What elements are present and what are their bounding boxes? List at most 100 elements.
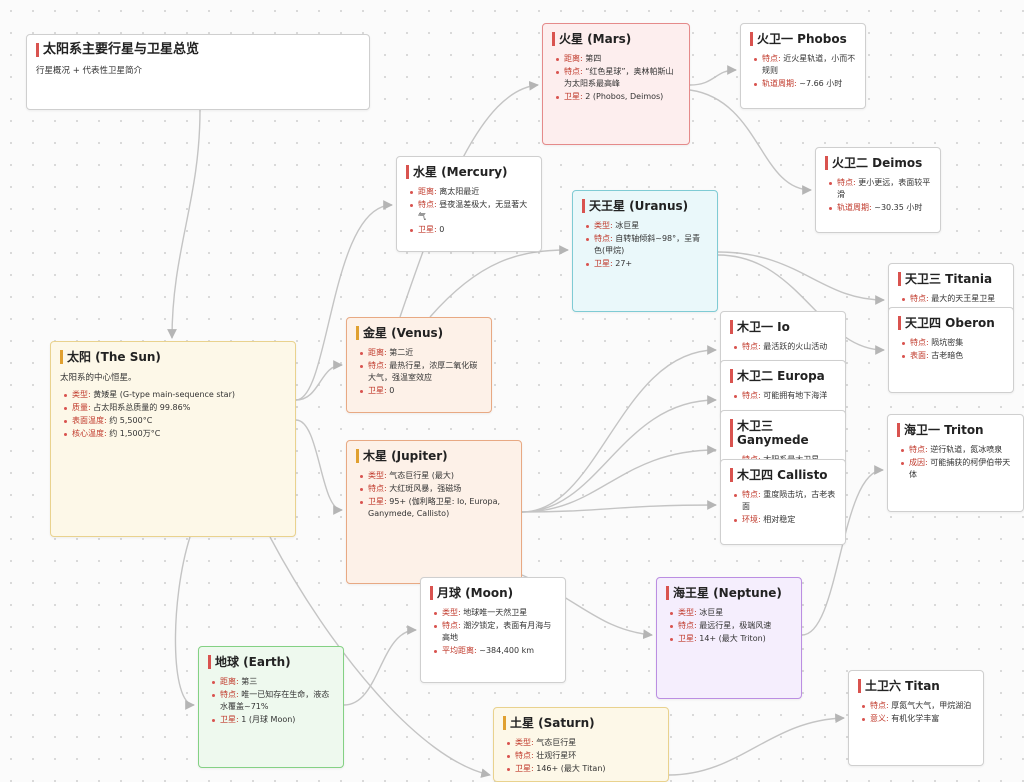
item-label: 特点: xyxy=(742,342,761,351)
item-label: 特点: xyxy=(594,234,613,243)
list-item: 特点: 近火星轨道，小而不规则 xyxy=(754,53,856,77)
item-label: 卫星: xyxy=(678,634,697,643)
item-text: 逆行轨道，氮冰喷泉 xyxy=(930,445,1003,454)
item-list: 类型: 地球唯一天然卫星 特点: 潮汐锁定，表面有月海与高地 平均距离: ~384,… xyxy=(430,607,556,657)
item-text: 冰巨星 xyxy=(615,221,640,230)
item-label: 特点: xyxy=(909,445,928,454)
item-label: 环境: xyxy=(742,515,761,524)
node-card: 火卫二 Deimos 特点: 更小更远，表面较平滑 轨道周期: ~30.35 小时 xyxy=(815,147,941,233)
node-card: 天卫四 Oberon 特点: 陨坑密集 表面: 古老暗色 xyxy=(888,307,1014,393)
item-label: 特点: xyxy=(220,690,239,699)
node-card: 地球 (Earth) 距离: 第三 特点: 唯一已知存在生命，液态水覆盖~71% 卫星… xyxy=(198,646,344,768)
item-list: 特点: 陨坑密集 表面: 古老暗色 xyxy=(898,337,1004,362)
list-item: 特点: 昼夜温差极大，无显著大气 xyxy=(410,199,532,223)
list-item: 特点: 壮观行星环 xyxy=(507,750,659,762)
item-label: 意义: xyxy=(870,714,889,723)
item-text: ~7.66 小时 xyxy=(799,79,843,88)
item-list: 特点: 逆行轨道，氮冰喷泉 成因: 可能捕获的柯伊伯带天体 xyxy=(897,444,1014,481)
item-text: 第二近 xyxy=(389,348,414,357)
item-label: 特点: xyxy=(837,178,856,187)
node-title: 海卫一 Triton xyxy=(897,423,1014,437)
node-title: 火卫一 Phobos xyxy=(750,32,856,46)
list-item: 特点: 自转轴倾斜~98°，呈青色(甲烷) xyxy=(586,233,708,257)
item-list: 类型: 冰巨星 特点: 自转轴倾斜~98°，呈青色(甲烷) 卫星: 27+ xyxy=(582,220,708,270)
item-list: 特点: 厚氮气大气，甲烷湖泊 意义: 有机化学丰富 xyxy=(858,700,974,725)
item-text: 约 1,500万°C xyxy=(109,429,161,438)
item-text: 0 xyxy=(389,386,395,395)
node-title: 水星 (Mercury) xyxy=(406,165,532,179)
node-card: 月球 (Moon) 类型: 地球唯一天然卫星 特点: 潮汐锁定，表面有月海与高地 平均… xyxy=(420,577,566,683)
node-title: 木卫四 Callisto xyxy=(730,468,836,482)
item-label: 卫星: xyxy=(220,715,239,724)
item-label: 类型: xyxy=(594,221,613,230)
item-label: 特点: xyxy=(910,338,929,347)
node-title: 天卫三 Titania xyxy=(898,272,1004,286)
item-label: 平均距离: xyxy=(442,646,477,655)
node-title: 太阳系主要行星与卫星总览 xyxy=(36,43,360,57)
node-card: 土星 (Saturn) 类型: 气态巨行星 特点: 壮观行星环 卫星: 146+ (最… xyxy=(493,707,669,782)
item-text: 离太阳最近 xyxy=(439,187,480,196)
item-text: 2 (Phobos, Deimos) xyxy=(585,92,664,101)
item-label: 轨道周期: xyxy=(837,203,872,212)
item-text: 古老暗色 xyxy=(931,351,964,360)
item-text: 冰巨星 xyxy=(699,608,724,617)
list-item: 卫星: 0 xyxy=(410,224,532,236)
list-item: 特点: “红色星球”，奥林帕斯山为太阳系最高峰 xyxy=(556,66,680,90)
node-card: 木星 (Jupiter) 类型: 气态巨行星 (最大) 特点: 大红斑风暴，强磁场卫… xyxy=(346,440,522,584)
item-label: 特点: xyxy=(515,751,534,760)
item-text: 95+ (伽利略卫星: Io, Europa, Ganymede, Callis… xyxy=(368,497,501,518)
list-item: 意义: 有机化学丰富 xyxy=(862,713,974,725)
node-title: 火星 (Mars) xyxy=(552,32,680,46)
list-item: 卫星: 0 xyxy=(360,385,482,397)
item-list: 特点: 最活跃的火山活动 xyxy=(730,341,836,353)
node-title: 木星 (Jupiter) xyxy=(356,449,512,463)
item-text: 更小更远，表面较平滑 xyxy=(837,178,931,199)
item-label: 卫星: xyxy=(564,92,583,101)
list-item: 环境: 相对稳定 xyxy=(734,514,836,526)
list-item: 特点: 最活跃的火山活动 xyxy=(734,341,836,353)
item-label: 卫星: xyxy=(515,764,534,773)
item-text: 黄矮星 (G-type main-sequence star) xyxy=(93,390,235,399)
item-label: 成因: xyxy=(909,458,928,467)
item-list: 特点: 近火星轨道，小而不规则 轨道周期: ~7.66 小时 xyxy=(750,53,856,90)
item-label: 特点: xyxy=(368,484,387,493)
node-title: 月球 (Moon) xyxy=(430,586,556,600)
item-label: 类型: xyxy=(515,738,534,747)
item-label: 特点: xyxy=(742,391,761,400)
list-item: 特点: 逆行轨道，氮冰喷泉 xyxy=(901,444,1014,456)
item-text: 最大的天王星卫星 xyxy=(931,294,996,303)
item-text: ~384,400 km xyxy=(479,646,535,655)
item-text: 27+ xyxy=(615,259,633,268)
node-card: 海王星 (Neptune) 类型: 冰巨星 特点: 最远行星，极端风速 卫星: 14+… xyxy=(656,577,802,699)
list-item: 表面温度: 约 5,500°C xyxy=(64,415,286,427)
list-item: 距离: 第三 xyxy=(212,676,334,688)
item-label: 特点: xyxy=(678,621,697,630)
item-text: 相对稳定 xyxy=(763,515,796,524)
item-text: 厚氮气大气，甲烷湖泊 xyxy=(891,701,972,710)
node-card: 火星 (Mars) 距离: 第四 特点: “红色星球”，奥林帕斯山为太阳系最高峰 卫星… xyxy=(542,23,690,145)
item-text: 潮汐锁定，表面有月海与高地 xyxy=(442,621,552,642)
item-text: 大红斑风暴，强磁场 xyxy=(389,484,462,493)
item-text: 最远行星，极端风速 xyxy=(699,621,772,630)
item-label: 特点: xyxy=(368,361,387,370)
item-text: 昼夜温差极大，无显著大气 xyxy=(418,200,528,221)
item-list: 类型: 气态巨行星 (最大) 特点: 大红斑风暴，强磁场 卫星: 95+ (伽利略卫… xyxy=(356,470,512,520)
node-title: 木卫三 Ganymede xyxy=(730,419,836,447)
node-card: 太阳 (The Sun) 太阳系的中心恒星。 类型: 黄矮星 (G-type mai… xyxy=(50,341,296,537)
item-label: 类型: xyxy=(72,390,91,399)
list-item: 类型: 气态巨行星 (最大) xyxy=(360,470,512,482)
item-list: 距离: 第三 特点: 唯一已知存在生命，液态水覆盖~71% 卫星: 1 (月球 Mo… xyxy=(208,676,334,726)
list-item: 核心温度: 约 1,500万°C xyxy=(64,428,286,440)
item-label: 距离: xyxy=(220,677,239,686)
node-title: 海王星 (Neptune) xyxy=(666,586,792,600)
item-text: 地球唯一天然卫星 xyxy=(463,608,528,617)
item-text: 约 5,500°C xyxy=(109,416,153,425)
list-item: 卫星: 1 (月球 Moon) xyxy=(212,714,334,726)
list-item: 类型: 黄矮星 (G-type main-sequence star) xyxy=(64,389,286,401)
node-title: 天王星 (Uranus) xyxy=(582,199,708,213)
item-label: 表面: xyxy=(910,351,929,360)
item-list: 特点: 可能拥有地下海洋 xyxy=(730,390,836,402)
item-label: 卫星: xyxy=(368,386,387,395)
item-label: 质量: xyxy=(72,403,91,412)
node-title: 土星 (Saturn) xyxy=(503,716,659,730)
